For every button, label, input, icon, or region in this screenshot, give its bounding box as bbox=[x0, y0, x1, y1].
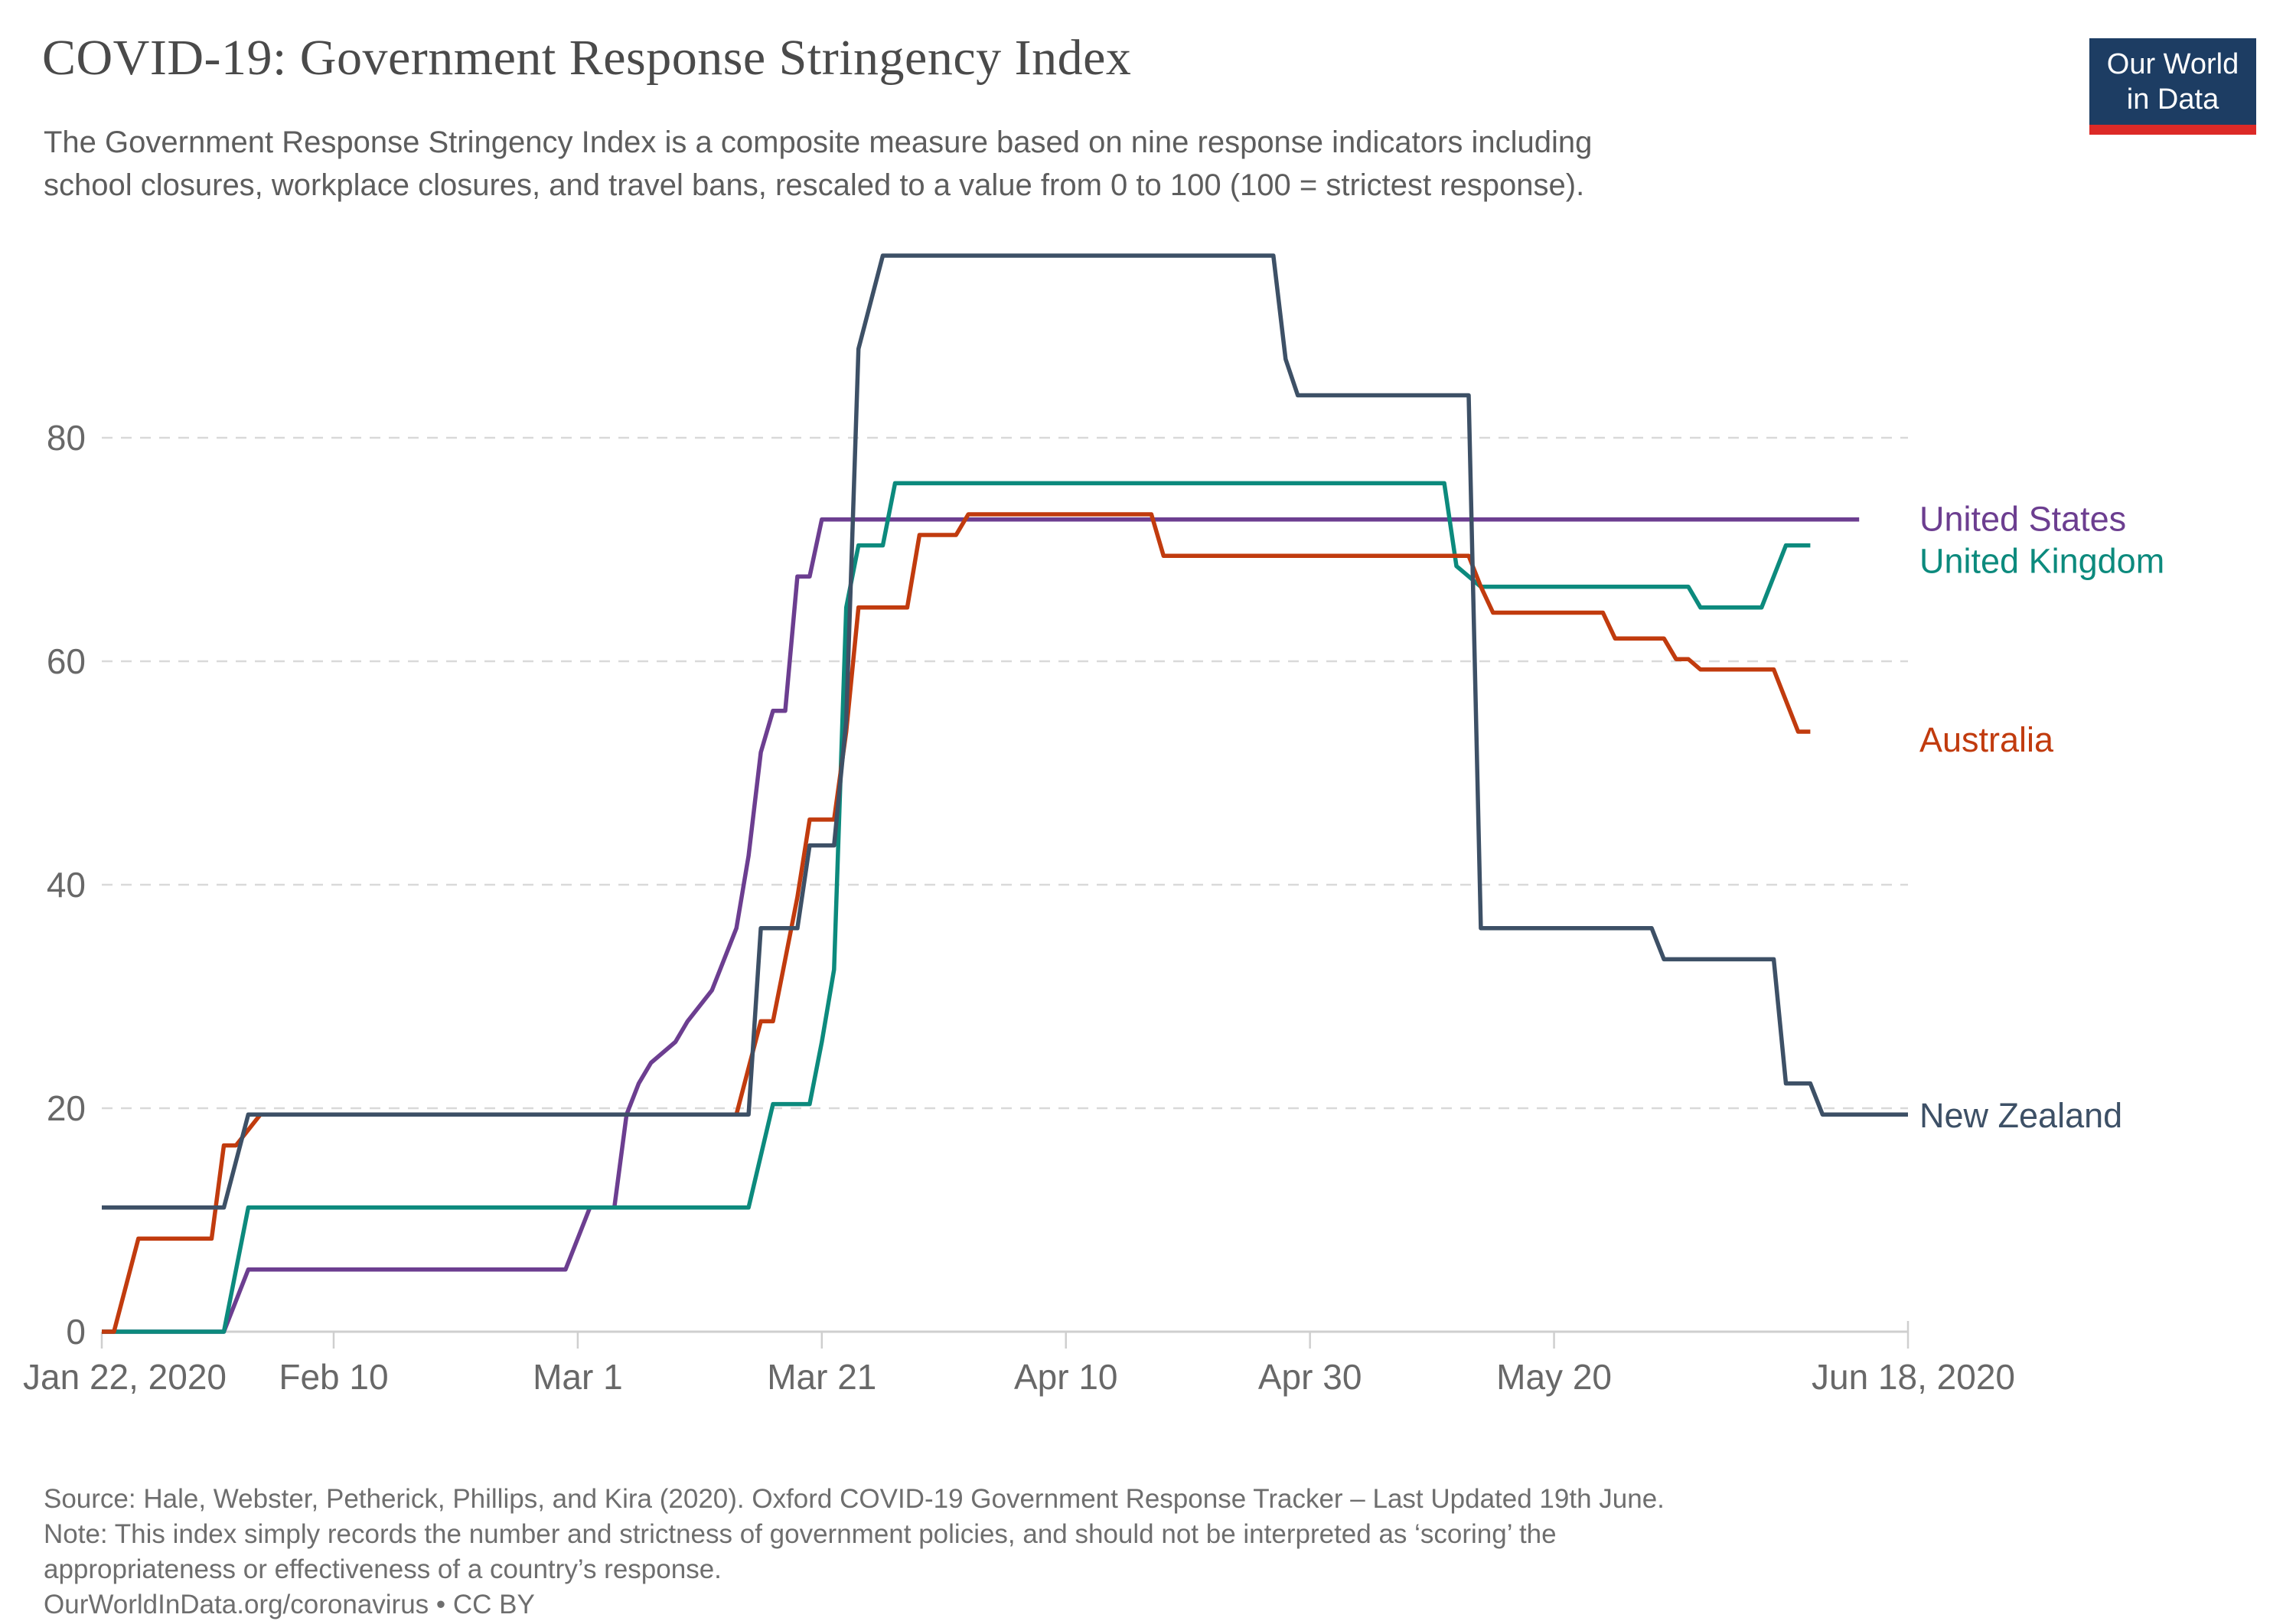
footer-note-line1: Note: This index simply records the numb… bbox=[44, 1519, 1557, 1549]
footer-note-line2: appropriateness or effectiveness of a co… bbox=[44, 1554, 722, 1584]
owid-logo-red-bar bbox=[2089, 125, 2256, 135]
owid-logo-line2: in Data bbox=[2126, 83, 2219, 116]
y-axis-label-60: 60 bbox=[47, 641, 86, 681]
owid-logo[interactable]: Our World in Data bbox=[2089, 38, 2256, 135]
x-axis-label-1: Feb 10 bbox=[279, 1357, 388, 1397]
legend-label-united-states[interactable]: United States bbox=[1919, 500, 2126, 539]
x-axis-label-7: Jun 18, 2020 bbox=[1812, 1357, 2015, 1397]
owid-logo-line1: Our World bbox=[2106, 47, 2239, 80]
owid-logo-box: Our World in Data bbox=[2089, 38, 2256, 125]
chart-subtitle-line2: school closures, workplace closures, and… bbox=[44, 168, 1585, 202]
line-australia[interactable] bbox=[102, 512, 1811, 1334]
legend-label-australia[interactable]: Australia bbox=[1919, 720, 2054, 759]
page-title: COVID-19: Government Response Stringency… bbox=[42, 30, 1132, 86]
y-axis-label-20: 20 bbox=[47, 1088, 86, 1128]
y-axis-label-40: 40 bbox=[47, 865, 86, 905]
y-axis-label-80: 80 bbox=[47, 418, 86, 458]
chart-subtitle-line1: The Government Response Stringency Index… bbox=[44, 126, 1593, 159]
footer-credit-link[interactable]: OurWorldInData.org/coronavirus • CC BY bbox=[44, 1590, 535, 1619]
footer-source: Source: Hale, Webster, Petherick, Philli… bbox=[44, 1484, 1665, 1514]
x-axis-label-4: Apr 10 bbox=[1014, 1357, 1118, 1397]
x-axis-label-2: Mar 1 bbox=[533, 1357, 623, 1397]
legend-label-new-zealand[interactable]: New Zealand bbox=[1919, 1096, 2122, 1135]
line-united-states[interactable] bbox=[102, 517, 1860, 1334]
x-axis-label-6: May 20 bbox=[1496, 1357, 1612, 1397]
x-axis-label-5: Apr 30 bbox=[1258, 1357, 1362, 1397]
chart-subtitle: The Government Response Stringency Index… bbox=[44, 121, 1592, 207]
x-axis-label-0: Jan 22, 2020 bbox=[23, 1357, 227, 1397]
legend-label-united-kingdom[interactable]: United Kingdom bbox=[1919, 542, 2164, 581]
y-axis-label-0: 0 bbox=[66, 1312, 86, 1352]
chart-footer: Source: Hale, Webster, Petherick, Philli… bbox=[44, 1482, 1665, 1621]
line-new-zealand[interactable] bbox=[102, 253, 1908, 1210]
line-united-kingdom[interactable] bbox=[102, 481, 1811, 1334]
x-axis-label-3: Mar 21 bbox=[767, 1357, 876, 1397]
